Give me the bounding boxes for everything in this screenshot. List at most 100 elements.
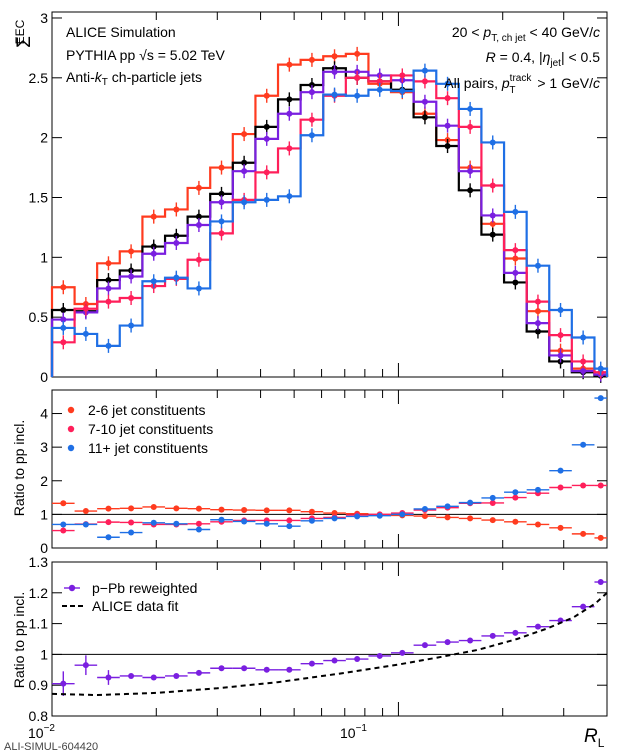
mid-point-c26 <box>534 521 541 528</box>
top-point-c710 <box>557 332 564 339</box>
ppb-ratio-panel: 0.8 0.9 1 1.1 1.2 1.3 p−Pb reweighted ALICE dat… <box>29 554 608 724</box>
top-ytick-label: 2.5 <box>29 70 49 86</box>
top-point-c26 <box>354 50 361 57</box>
bot-point <box>534 623 541 630</box>
top-point-pPb <box>105 285 112 292</box>
top-point-c11 <box>597 365 604 372</box>
top-point-pPb <box>467 168 474 175</box>
top-point-c11 <box>218 218 225 225</box>
top-ytick-label: 1.5 <box>29 189 49 205</box>
mid-point-c26 <box>218 506 225 513</box>
top-point-c26 <box>263 92 270 99</box>
mid-point-c26 <box>331 510 338 517</box>
top-point-c11 <box>195 285 202 292</box>
mid-point-c26 <box>580 530 587 537</box>
top-point-c710 <box>376 78 383 85</box>
top-point-c710 <box>399 72 406 79</box>
x-tick-label-1e-1: 10−1 <box>340 723 367 741</box>
mid-point-c11 <box>557 467 564 474</box>
top-point-c26 <box>512 255 519 262</box>
top-point-pPb <box>150 250 157 257</box>
mid-point-c26 <box>105 505 112 512</box>
top-point-c11 <box>60 324 67 331</box>
bot-point <box>376 652 383 659</box>
top-point-c11 <box>421 67 428 74</box>
annotation-pairs: All pairs, ptrack T > 1 GeV/c <box>444 73 600 96</box>
top-point-pPb <box>331 68 338 75</box>
top-point-incl <box>308 82 315 88</box>
bot-frame <box>51 561 608 717</box>
mid-point-c26 <box>444 514 451 521</box>
legend-label-c11: 11+ jet constituents <box>88 440 208 456</box>
mid-point-c26 <box>128 505 135 512</box>
mid-point-c26 <box>421 513 428 520</box>
mid-point-c11 <box>150 519 157 526</box>
mid-point-c710 <box>105 519 112 526</box>
bot-ytick-label: 1.1 <box>29 616 49 632</box>
top-series-incl <box>50 67 609 377</box>
top-point-pPb <box>128 273 135 280</box>
bot-point <box>82 662 89 669</box>
bot-point <box>421 642 428 649</box>
mid-point-c11 <box>489 494 496 501</box>
mid-point-c11 <box>597 395 604 402</box>
annotation-jets: Anti-kT ch-particle jets <box>66 69 202 88</box>
top-point-c26 <box>173 206 180 213</box>
mid-point-c26 <box>467 515 474 522</box>
top-point-c710 <box>195 256 202 263</box>
mid-point-c11 <box>399 511 406 518</box>
mid-point-c11 <box>512 489 519 496</box>
top-series-c710 <box>50 74 609 377</box>
mid-ytick-label: 3 <box>40 439 48 455</box>
mid-point-c11 <box>534 486 541 493</box>
mid-point-c11 <box>105 534 112 541</box>
bot-ytick-label: 1.2 <box>29 585 49 601</box>
top-point-c11 <box>150 278 157 285</box>
mid-ytick-label: 0 <box>40 540 48 556</box>
legend-label-c710: 7-10 jet constituents <box>88 421 213 437</box>
mid-point-c11 <box>444 503 451 510</box>
top-point-c26 <box>195 184 202 191</box>
bot-point <box>354 656 361 663</box>
mid-point-c11 <box>195 526 202 533</box>
mid-point-c11 <box>286 523 293 530</box>
x-axis-label: RL <box>584 726 605 750</box>
bot-point <box>512 629 519 636</box>
bot-point <box>308 660 315 667</box>
annotation-sim: ALICE Simulation <box>66 24 176 40</box>
bot-point <box>60 680 67 687</box>
top-point-pPb <box>534 320 541 327</box>
top-ytick-label: 2 <box>40 130 48 146</box>
top-point-c11 <box>331 91 338 98</box>
top-series-c11 <box>50 69 609 377</box>
bot-point <box>173 672 180 679</box>
mid-point-c11 <box>331 515 338 522</box>
bot-ytick-label: 0.8 <box>29 708 49 724</box>
top-point-pPb <box>173 239 180 246</box>
bot-point <box>489 632 496 639</box>
top-point-incl <box>60 306 67 313</box>
top-point-pPb <box>195 222 202 229</box>
mid-point-c26 <box>308 508 315 515</box>
top-point-incl <box>173 232 180 239</box>
top-ytick-label: 0.5 <box>29 309 49 325</box>
ratio-panel: 0 1 2 3 4 2-6 jet constituents 7-10 jet consti… <box>40 389 608 556</box>
top-point-c710 <box>534 298 541 305</box>
top-point-incl <box>467 187 474 194</box>
mid-point-c11 <box>467 499 474 506</box>
mid-point-c11 <box>263 520 270 527</box>
top-point-c26 <box>331 53 338 60</box>
top-point-pPb <box>218 199 225 206</box>
legend-marker-c710 <box>67 425 75 433</box>
mid-point-c710 <box>286 517 293 524</box>
top-point-pPb <box>308 89 315 96</box>
top-point-c11 <box>263 196 270 203</box>
mid-point-c11 <box>241 518 248 525</box>
top-point-c710 <box>444 95 451 102</box>
mid-point-c11 <box>173 520 180 527</box>
mid-ytick-label: 2 <box>40 473 48 489</box>
top-point-pPb <box>421 98 428 105</box>
top-point-c11 <box>173 274 180 281</box>
legend-label-fit: ALICE data fit <box>92 598 178 614</box>
legend-label-c26: 2-6 jet constituents <box>88 402 206 418</box>
